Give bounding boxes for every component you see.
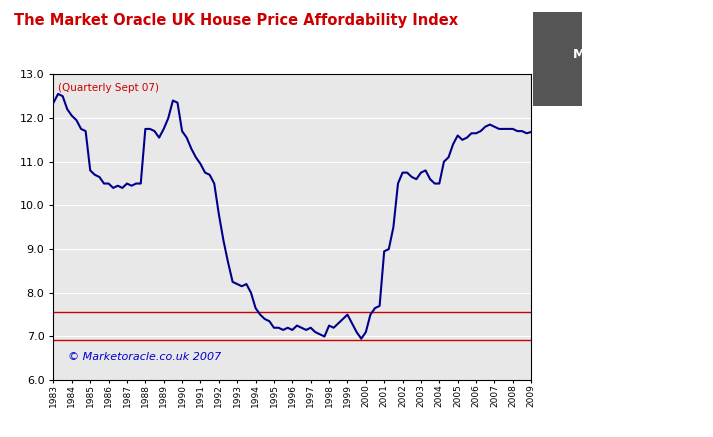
Text: MarketOracle.co.uk: MarketOracle.co.uk xyxy=(573,48,710,61)
Text: (Quarterly Sept 07): (Quarterly Sept 07) xyxy=(58,83,159,94)
Text: Financial Markets Analysis & Forecasts: Financial Markets Analysis & Forecasts xyxy=(543,108,698,114)
Text: © Marketoracle.co.uk 2007: © Marketoracle.co.uk 2007 xyxy=(68,352,221,362)
Text: The Market Oracle UK House Price Affordability Index: The Market Oracle UK House Price Afforda… xyxy=(14,13,458,28)
FancyBboxPatch shape xyxy=(533,12,583,106)
